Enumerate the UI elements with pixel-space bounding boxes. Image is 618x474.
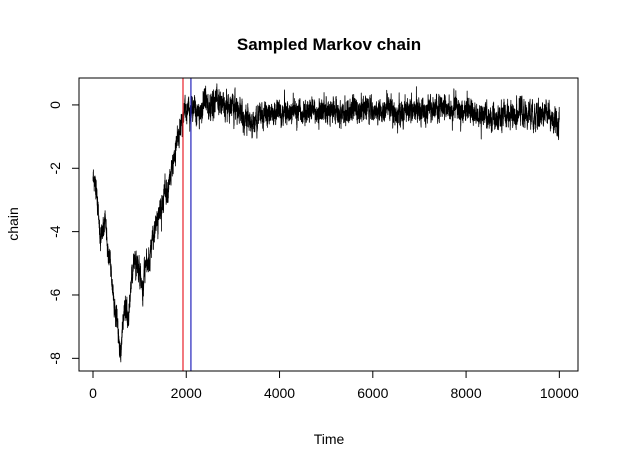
- y-tick-label: -2: [47, 162, 63, 175]
- y-tick-label: 0: [47, 101, 63, 109]
- x-axis-label: Time: [314, 431, 345, 447]
- x-tick-label: 0: [89, 385, 97, 401]
- y-axis: 0 -2 -4 -6 -8: [47, 101, 80, 365]
- chain-trace-line: [92, 83, 560, 363]
- y-tick-label: -4: [47, 225, 63, 238]
- x-tick-label: 2000: [171, 385, 202, 401]
- y-tick-label: -8: [47, 352, 63, 365]
- x-tick-label: 8000: [450, 385, 481, 401]
- x-axis: 0 2000 4000 6000 8000 10000: [89, 370, 579, 401]
- y-axis-label: chain: [5, 207, 21, 240]
- x-tick-label: 4000: [264, 385, 295, 401]
- x-tick-label: 6000: [357, 385, 388, 401]
- x-tick-label: 10000: [540, 385, 579, 401]
- chart-title: Sampled Markov chain: [237, 35, 421, 54]
- y-tick-label: -6: [47, 289, 63, 302]
- series-layer: [92, 83, 560, 363]
- vline-layer: [182, 78, 192, 371]
